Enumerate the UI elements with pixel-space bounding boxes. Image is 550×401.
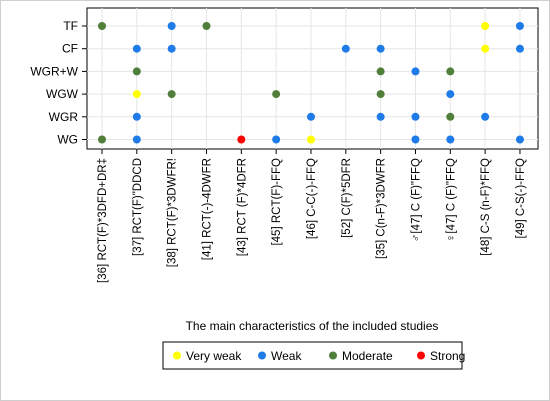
y-axis: TF CF WGR+W WGW WGR WG [30, 19, 87, 147]
data-point-moderate [202, 22, 211, 30]
legend-label-strong: Strong [430, 349, 465, 363]
x-tick-label: [48] C-S (n-F)*FFQ [480, 158, 492, 256]
data-point-moderate [376, 67, 385, 76]
data-point-weak [306, 112, 315, 121]
x-tick-label: ♂[47] C (F)"FFQ [410, 158, 422, 242]
data-point-weak [411, 67, 420, 76]
legend: Very weak Weak Moderate Strong [173, 349, 465, 363]
legend-marker-moderate [329, 351, 337, 360]
data-point-weak [376, 112, 385, 121]
legend-label-moderate: Moderate [342, 349, 393, 363]
data-point-moderate [272, 90, 281, 99]
data-points [98, 22, 524, 144]
data-point-weak [132, 112, 141, 121]
data-point-moderate [132, 67, 141, 76]
data-point-very-weak [481, 44, 490, 53]
y-tick-label: WGR+W [30, 64, 78, 78]
data-point-weak [132, 44, 141, 53]
data-point-weak [272, 135, 281, 144]
x-tick-label: [52] C(F)*5DFR [341, 158, 353, 238]
chart-title: The main characteristics of the included… [186, 319, 439, 333]
data-point-moderate [446, 112, 455, 121]
data-point-moderate [446, 67, 455, 76]
data-point-weak [167, 22, 176, 30]
legend-marker-weak [258, 351, 266, 360]
data-point-weak [411, 135, 420, 144]
x-tick-label: [49] C-S(-)-FFQ [515, 158, 527, 239]
data-point-moderate [167, 90, 176, 99]
x-tick-label: [36] RCT(F)*3DFD+DR‡ [97, 158, 109, 283]
legend-box [162, 341, 463, 370]
data-point-weak [411, 112, 420, 121]
x-tick-label: [43] RCT (F)*4DFR [236, 158, 248, 256]
data-point-strong [237, 135, 246, 144]
data-point-weak [132, 135, 141, 144]
data-point-weak [446, 135, 455, 144]
data-point-moderate [376, 90, 385, 99]
data-point-weak [167, 44, 176, 53]
legend-label-very-weak: Very weak [186, 349, 242, 363]
plot-area [86, 7, 539, 150]
y-tick-label: WG [57, 133, 78, 147]
data-point-weak [446, 90, 455, 99]
x-axis: [36] RCT(F)*3DFD+DR‡ [37] RCT(F)"DDCD [38]… [97, 149, 527, 283]
x-tick-label: [45] RCT(F)-FFQ [271, 158, 283, 246]
data-point-weak [376, 44, 385, 53]
data-point-moderate [98, 22, 106, 30]
y-tick-label: WGR [49, 110, 79, 124]
grid-lines [87, 8, 538, 149]
x-tick-label: [38] RCT(F)*3DWFR! [167, 158, 179, 267]
data-point-weak [341, 44, 350, 53]
legend-label-weak: Weak [271, 349, 302, 363]
y-tick-label: WGW [46, 87, 79, 101]
x-tick-label: [46] C-C(-)-FFQ [306, 158, 318, 239]
legend-marker-very-weak [173, 351, 181, 360]
x-tick-label: ♀[47] C (F)"FFQ [445, 158, 457, 242]
data-point-moderate [98, 135, 106, 144]
data-point-weak [481, 112, 490, 121]
data-point-weak [515, 22, 524, 30]
data-point-weak [515, 44, 524, 53]
y-tick-label: TF [63, 19, 78, 33]
x-tick-label: [37] RCT(F)"DDCD [132, 158, 144, 256]
x-tick-label: [41] RCT(-)-4DWFR [201, 158, 213, 260]
data-point-very-weak [306, 135, 315, 144]
data-point-weak [515, 135, 524, 144]
x-tick-label: [35] C(n-F)*3DWFR [376, 158, 388, 259]
data-point-very-weak [132, 90, 141, 99]
y-tick-label: CF [62, 42, 78, 56]
legend-marker-strong [417, 351, 425, 360]
data-point-very-weak [481, 22, 490, 30]
